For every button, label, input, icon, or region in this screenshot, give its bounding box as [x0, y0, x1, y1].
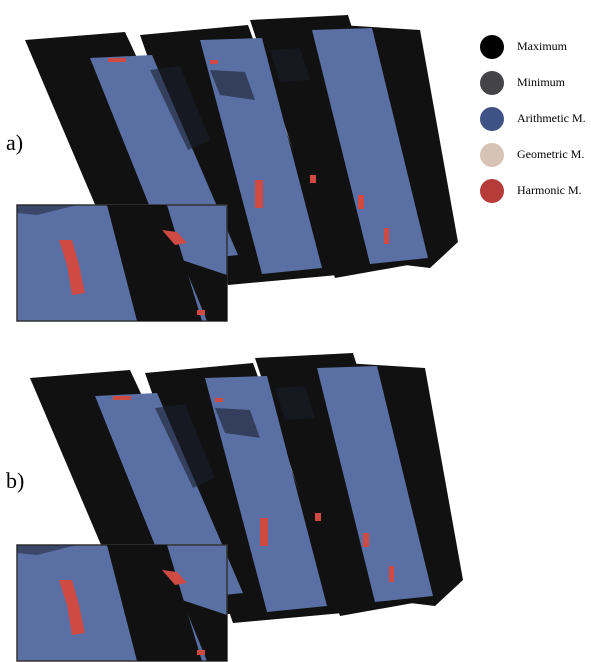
figure: a) b) Maximum Minimum Arithmetic M. Geometr… — [0, 0, 591, 662]
legend: Maximum Minimum Arithmetic M. Geometric M. H… — [480, 35, 586, 203]
legend-label: Arithmetic M. — [517, 111, 586, 125]
inset-image — [17, 205, 227, 321]
legend-swatch — [480, 35, 504, 59]
legend-label: Geometric M. — [517, 147, 584, 161]
legend-swatch — [480, 179, 504, 203]
inset-image — [17, 545, 227, 661]
legend-swatch — [480, 107, 504, 131]
legend-label: Maximum — [517, 39, 568, 53]
legend-label: Minimum — [517, 75, 566, 89]
panel-label: b) — [6, 468, 24, 493]
legend-swatch — [480, 71, 504, 95]
legend-swatch — [480, 143, 504, 167]
legend-label: Harmonic M. — [517, 183, 582, 197]
panel-a: a) — [6, 15, 458, 321]
panel-label: a) — [6, 130, 23, 155]
